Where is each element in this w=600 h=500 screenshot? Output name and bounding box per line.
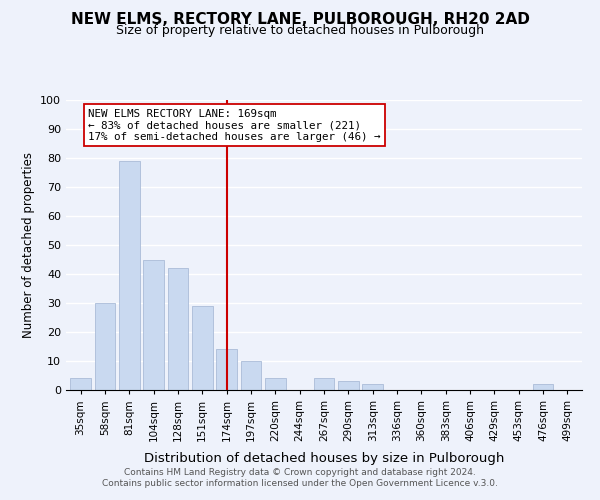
Bar	[119, 161, 140, 390]
Bar	[216, 350, 237, 390]
Bar	[533, 384, 553, 390]
X-axis label: Distribution of detached houses by size in Pulborough: Distribution of detached houses by size …	[144, 452, 504, 466]
Text: Contains HM Land Registry data © Crown copyright and database right 2024.
Contai: Contains HM Land Registry data © Crown c…	[102, 468, 498, 487]
Bar	[362, 384, 383, 390]
Bar	[143, 260, 164, 390]
Bar	[192, 306, 212, 390]
Text: NEW ELMS RECTORY LANE: 169sqm
← 83% of detached houses are smaller (221)
17% of : NEW ELMS RECTORY LANE: 169sqm ← 83% of d…	[88, 108, 380, 142]
Y-axis label: Number of detached properties: Number of detached properties	[22, 152, 35, 338]
Bar	[95, 303, 115, 390]
Bar	[70, 378, 91, 390]
Text: Size of property relative to detached houses in Pulborough: Size of property relative to detached ho…	[116, 24, 484, 37]
Bar	[314, 378, 334, 390]
Bar	[241, 361, 262, 390]
Bar	[338, 382, 359, 390]
Bar	[265, 378, 286, 390]
Bar	[167, 268, 188, 390]
Text: NEW ELMS, RECTORY LANE, PULBOROUGH, RH20 2AD: NEW ELMS, RECTORY LANE, PULBOROUGH, RH20…	[71, 12, 529, 28]
